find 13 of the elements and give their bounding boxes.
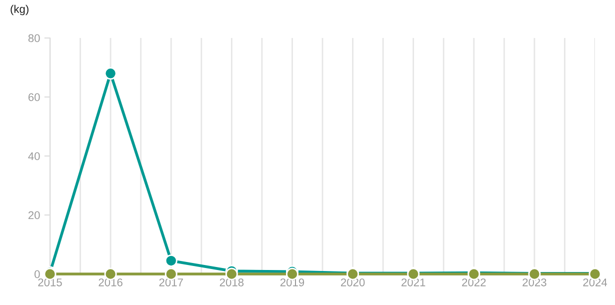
y-tick-label: 80 — [28, 34, 40, 42]
y-axis-title: (kg) — [10, 4, 28, 16]
y-tick-label: 0 — [34, 270, 40, 278]
y-tick-label: 60 — [28, 93, 40, 102]
y-tick-label: 40 — [28, 152, 40, 160]
y-tick-label: 20 — [28, 211, 40, 220]
point — [104, 67, 117, 80]
x-tick-label: 2016 — [98, 278, 122, 286]
x-tick-label: 2018 — [220, 278, 244, 286]
x-tick-label: 2015 — [38, 278, 62, 286]
x-tick-label: 2019 — [280, 278, 304, 286]
point — [164, 254, 178, 267]
x-tick-label: 2017 — [159, 278, 183, 286]
